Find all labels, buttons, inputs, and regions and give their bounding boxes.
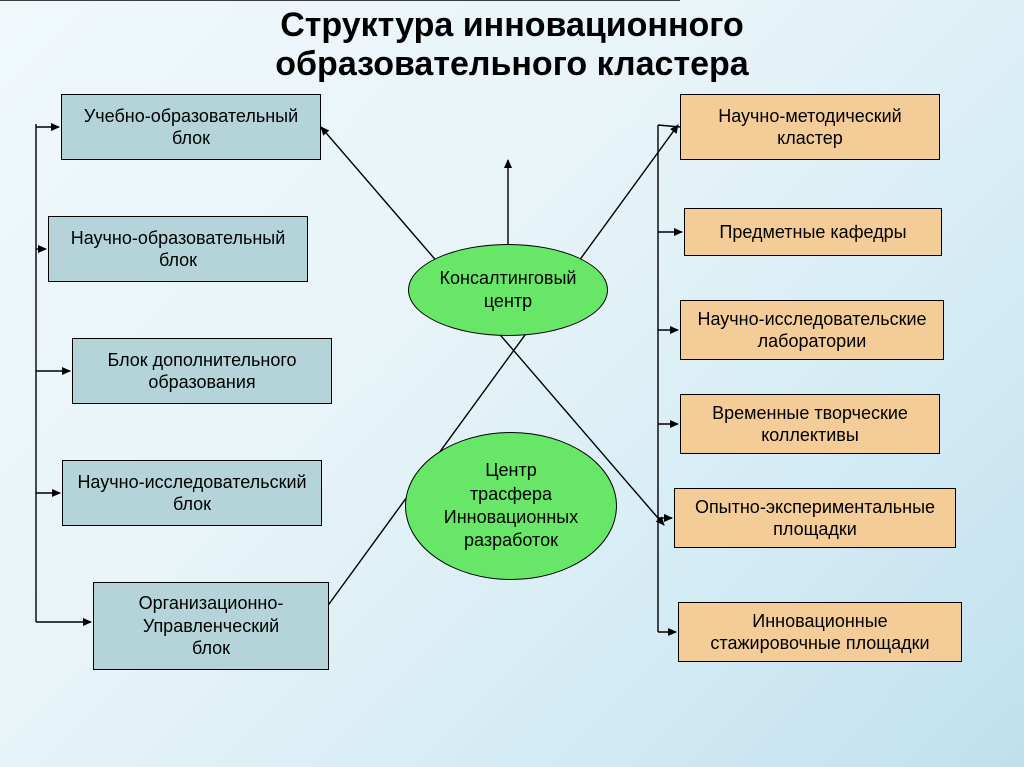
node-rb5: Инновационные стажировочные площадки bbox=[678, 602, 962, 662]
node-rb1: Предметные кафедры bbox=[684, 208, 942, 256]
node-rb2: Научно-исследовательские лаборатории bbox=[680, 300, 944, 360]
node-rb3: Временные творческие коллективы bbox=[680, 394, 940, 454]
diagram-canvas: Структура инновационного образовательног… bbox=[0, 0, 1024, 767]
node-lb1: Научно-образовательный блок bbox=[48, 216, 308, 282]
node-lb0: Учебно-образовательный блок bbox=[61, 94, 321, 160]
node-lb2: Блок дополнительного образования bbox=[72, 338, 332, 404]
node-rb4: Опытно-экспериментальные площадки bbox=[674, 488, 956, 548]
node-el0: Консалтинговый центр bbox=[408, 244, 608, 336]
node-el1: Центр трасфера Инновационных разработок bbox=[405, 432, 617, 580]
diagram-title: Структура инновационного образовательног… bbox=[0, 6, 1024, 84]
node-lb3: Научно-исследовательский блок bbox=[62, 460, 322, 526]
node-rb0: Научно-методический кластер bbox=[680, 94, 940, 160]
node-lb4: Организационно- Управленческий блок bbox=[93, 582, 329, 670]
